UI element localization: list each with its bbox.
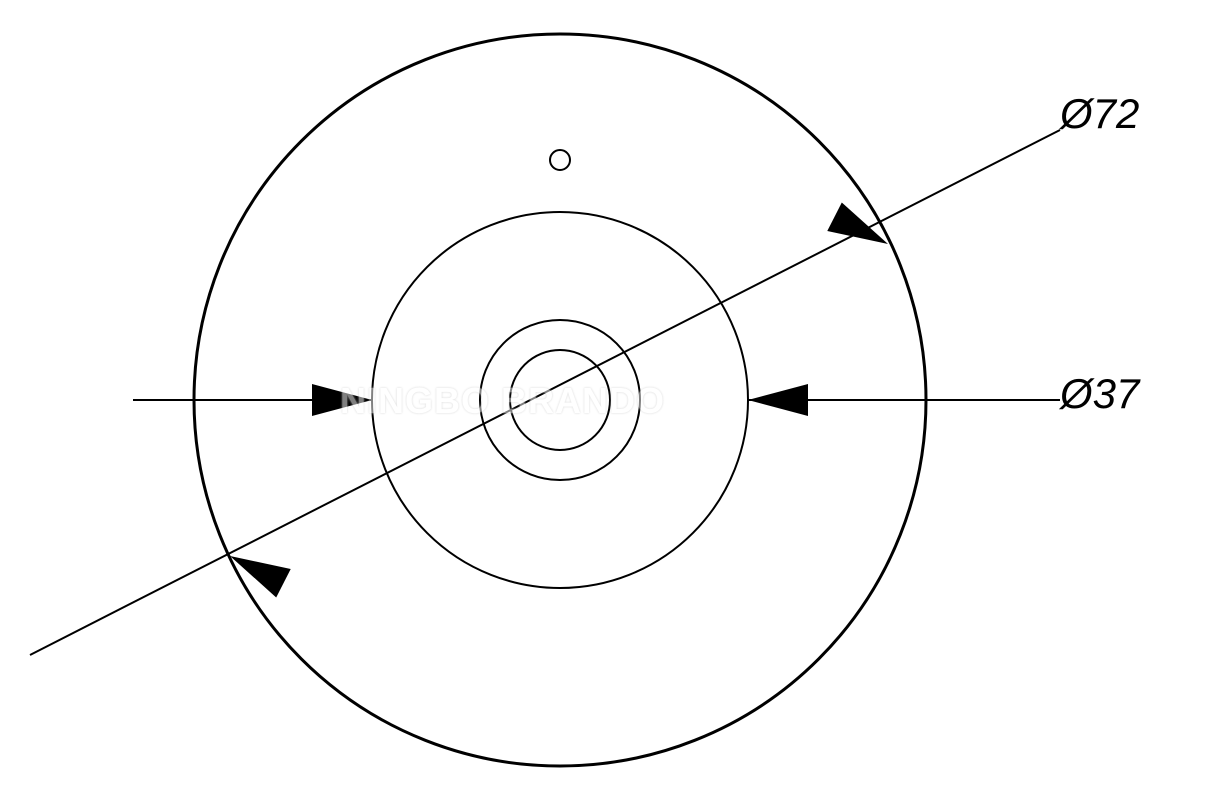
dim-72-label: Ø72 <box>1060 90 1139 138</box>
inner-circle-2 <box>510 350 610 450</box>
technical-drawing <box>0 0 1223 793</box>
top-small-circle <box>550 150 570 170</box>
dim-37-arrow-left <box>312 384 372 416</box>
dim-37-label: Ø37 <box>1060 370 1139 418</box>
dim-37-arrow-right <box>748 384 808 416</box>
mid-circle <box>372 212 748 588</box>
dim-72-leader <box>30 130 1060 655</box>
dim-72-arrow-lower <box>223 542 291 598</box>
inner-circle-1 <box>480 320 640 480</box>
